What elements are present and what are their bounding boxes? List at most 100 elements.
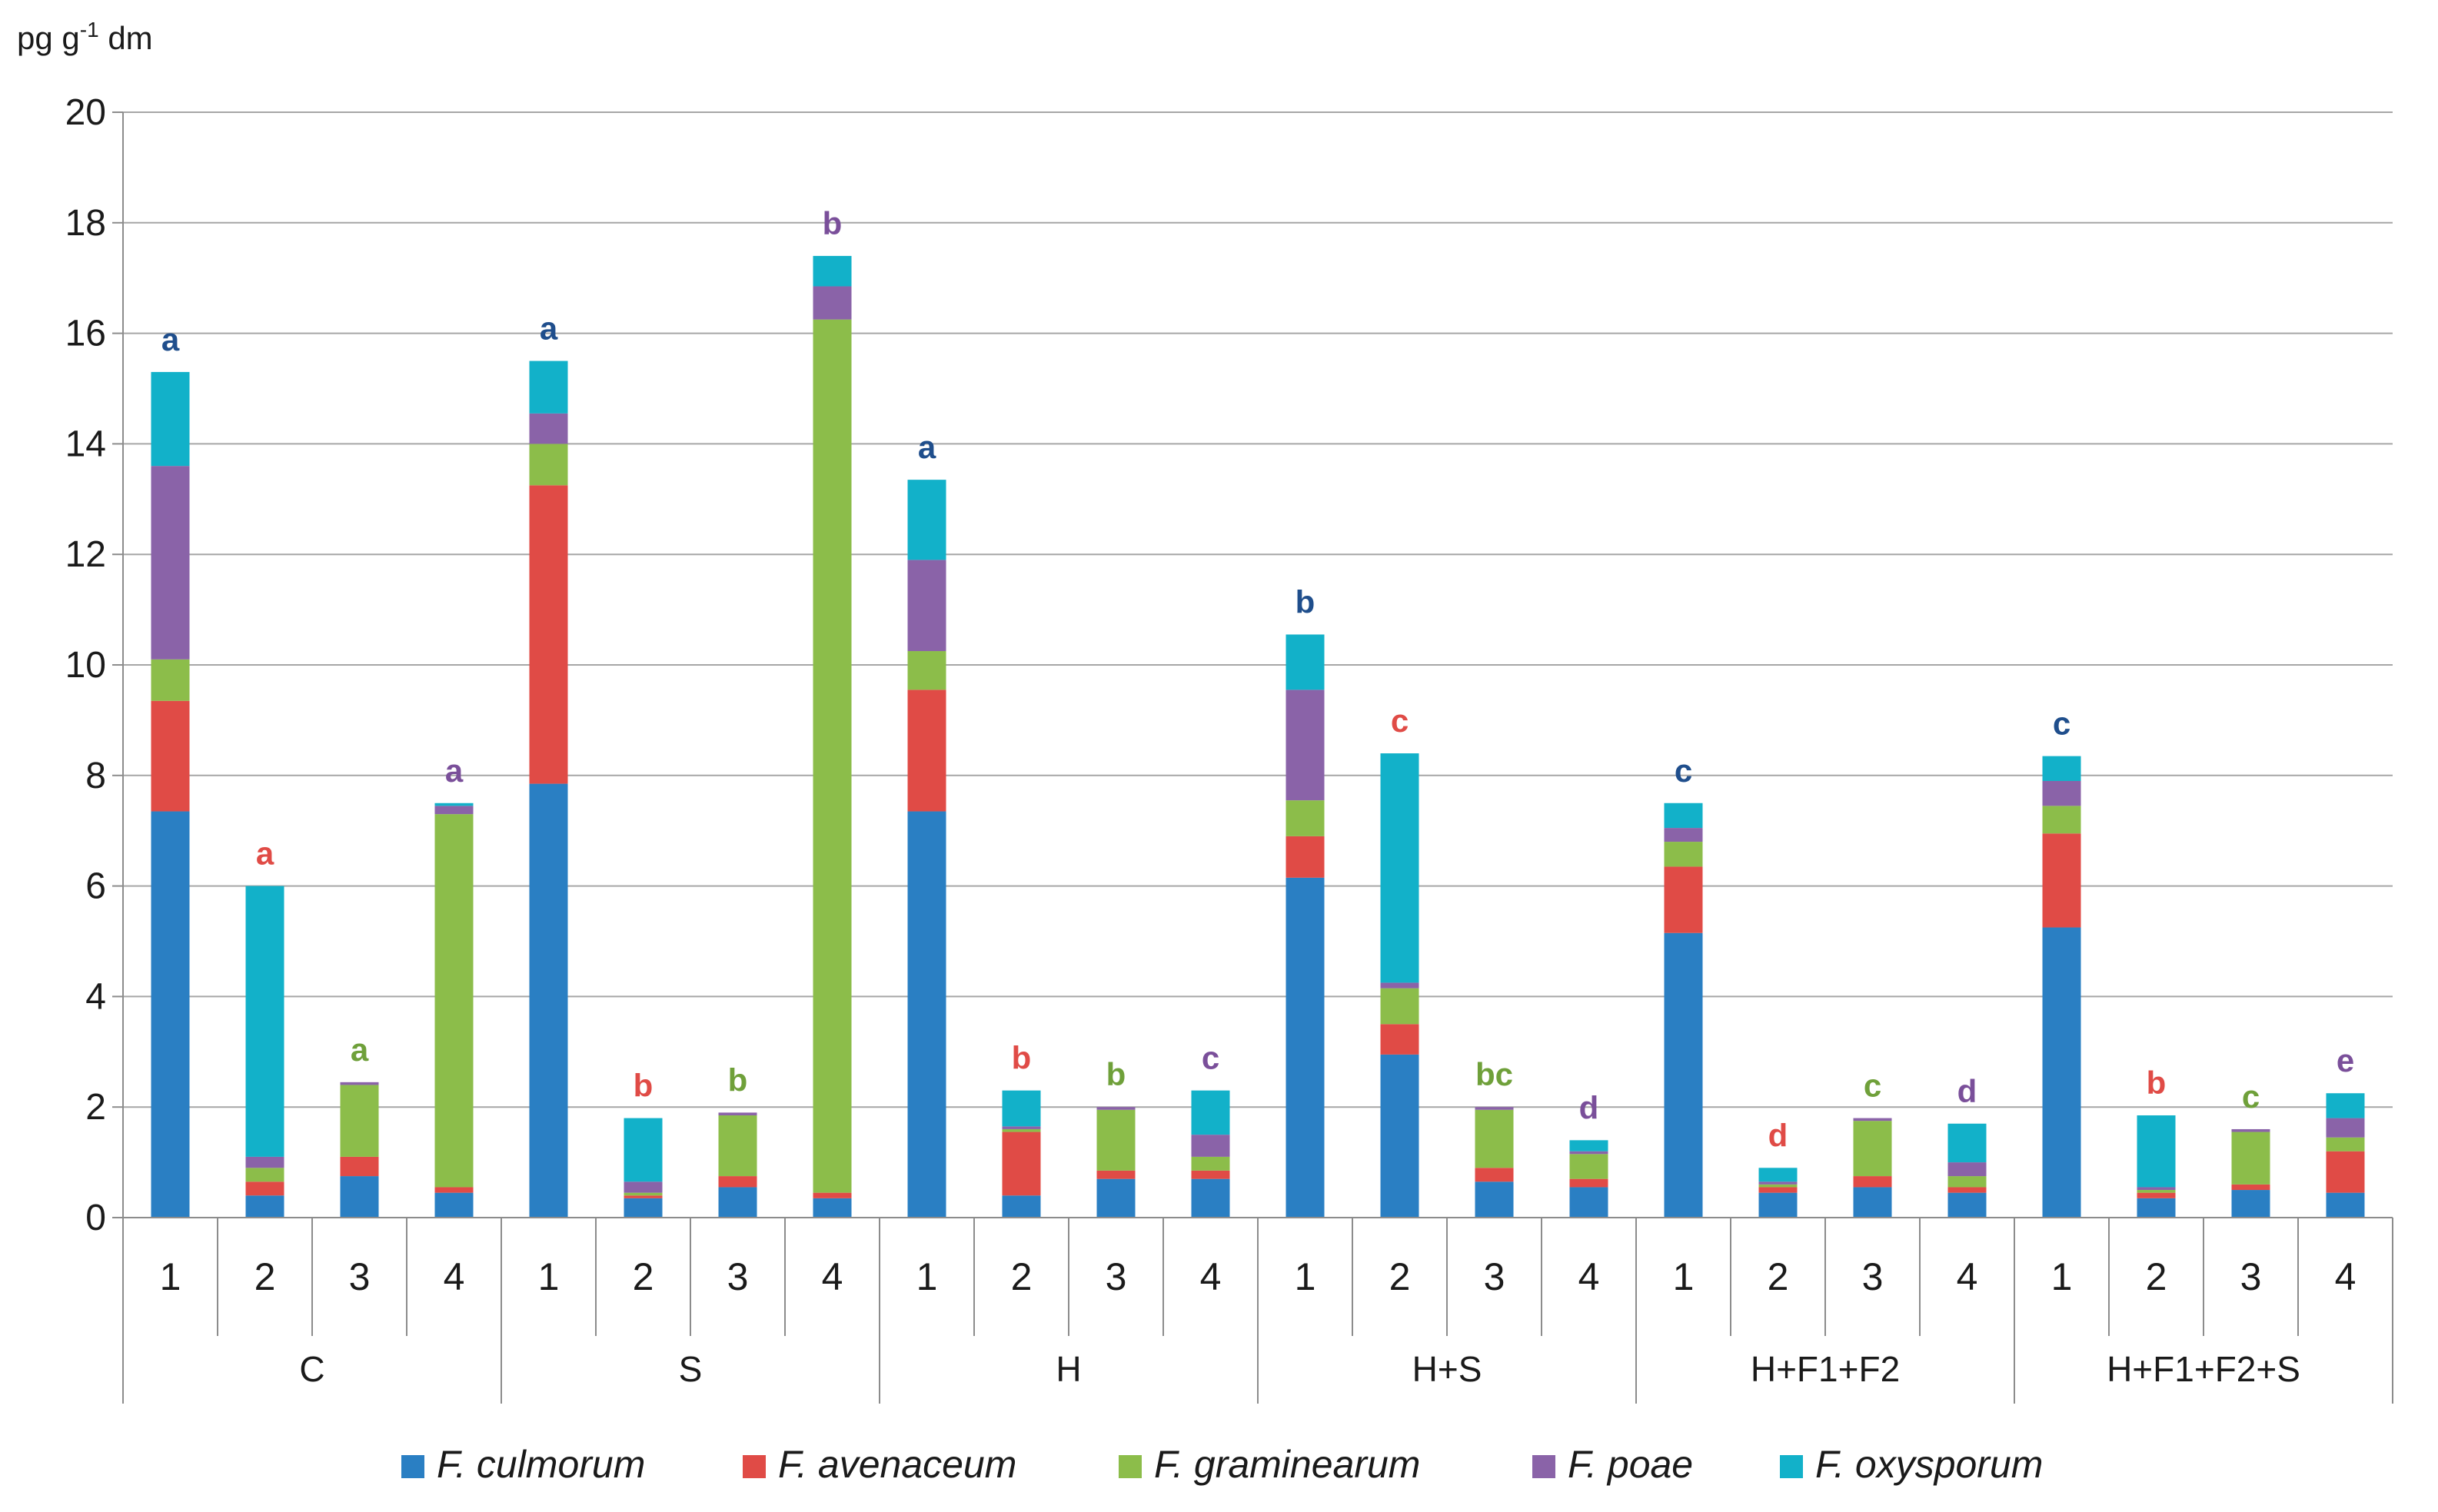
bar-segment <box>1002 1128 1041 1132</box>
bar-segment <box>245 886 284 1157</box>
y-tick-label: 14 <box>65 424 106 464</box>
y-axis-unit-label: pg g-1 dm <box>17 18 153 56</box>
bar-segment <box>1947 1162 1987 1177</box>
legend: F. culmorum F. avenaceum F. graminearum F. … <box>401 1443 2043 1486</box>
bar-segment <box>624 1181 663 1193</box>
bar-segment <box>2231 1128 2270 1132</box>
bar-segment <box>1191 1178 1230 1218</box>
bar-segment <box>624 1118 663 1182</box>
bar-segment <box>1758 1192 1798 1218</box>
bar-segment <box>434 814 474 1188</box>
group-label: S <box>679 1349 703 1389</box>
category-label: 2 <box>1768 1255 1789 1298</box>
bar-segment <box>1380 988 1419 1025</box>
bar-segment <box>151 659 190 701</box>
bar-segment <box>907 811 946 1218</box>
bar-segment <box>2042 780 2081 806</box>
bar-segment <box>1286 800 1325 836</box>
bar-segment <box>1947 1192 1987 1218</box>
bar-segment <box>1664 932 1703 1218</box>
bar-segment <box>1947 1187 1987 1193</box>
bar-segment <box>624 1198 663 1218</box>
bar-segment <box>1853 1121 1892 1177</box>
bar-segment <box>1664 842 1703 867</box>
bar-segment <box>529 485 568 784</box>
significance-letter: d <box>1957 1073 1977 1109</box>
legend-label: F. graminearum <box>1154 1443 1420 1486</box>
significance-letter: b <box>823 205 843 241</box>
bar-segment <box>2231 1190 2270 1218</box>
bar-segment <box>2137 1192 2176 1198</box>
category-label: 4 <box>1578 1255 1600 1298</box>
category-label: 1 <box>1295 1255 1316 1298</box>
bar-segment <box>529 444 568 486</box>
group-label: H <box>1056 1349 1081 1389</box>
legend-label: F. oxysporum <box>1815 1443 2043 1486</box>
bar-segment <box>1569 1151 1608 1155</box>
legend-swatch <box>401 1455 424 1478</box>
bar-segment <box>1853 1118 1892 1122</box>
bar-segment <box>1002 1090 1041 1127</box>
category-label: 2 <box>1011 1255 1033 1298</box>
bar-segment <box>340 1156 379 1177</box>
category-label: 4 <box>1200 1255 1222 1298</box>
bar-segment <box>1475 1181 1514 1218</box>
significance-letter: b <box>728 1062 748 1098</box>
bar-segment <box>1191 1170 1230 1179</box>
bar-segment <box>907 651 946 690</box>
bar-segment <box>718 1115 757 1177</box>
legend-label: F. avenaceum <box>778 1443 1016 1486</box>
bar-segment <box>1664 828 1703 842</box>
bar-segment <box>1947 1123 1987 1163</box>
category-label: 2 <box>2146 1255 2167 1298</box>
bar-segment <box>151 811 190 1218</box>
category-label: 1 <box>538 1255 560 1298</box>
bar-segment <box>1664 803 1703 829</box>
bar-segment <box>718 1176 757 1188</box>
bar-segment <box>1664 866 1703 933</box>
bars <box>151 255 2365 1218</box>
bar-segment <box>1002 1195 1041 1218</box>
legend-label: F. poae <box>1568 1443 1693 1486</box>
bar-segment <box>529 783 568 1218</box>
bar-segment <box>245 1195 284 1218</box>
group-label: H+S <box>1412 1349 1482 1389</box>
bar-segment <box>2326 1192 2365 1218</box>
y-tick-label: 2 <box>85 1087 106 1128</box>
bar-segment <box>340 1176 379 1218</box>
bar-segment <box>529 413 568 444</box>
y-tick-label: 12 <box>65 534 106 575</box>
category-label: 3 <box>727 1255 749 1298</box>
bar-segment <box>245 1156 284 1168</box>
bar-segment <box>1380 982 1419 989</box>
significance-letter: a <box>256 836 274 872</box>
bar-segment <box>1002 1132 1041 1196</box>
bar-segment <box>718 1187 757 1218</box>
significance-letter: c <box>1391 703 1409 739</box>
bar-segment <box>1286 877 1325 1218</box>
bar-segment <box>2231 1132 2270 1185</box>
bar-segment <box>2231 1184 2270 1191</box>
significance-letter: a <box>540 311 558 347</box>
significance-letter: d <box>1579 1089 1599 1125</box>
bar-segment <box>907 560 946 652</box>
bar-segment <box>2137 1190 2176 1193</box>
y-axis-ticks: 0 2 4 6 8 10 12 14 16 18 20 <box>65 92 106 1238</box>
bar-segment <box>1380 1054 1419 1218</box>
bar-segment <box>907 690 946 812</box>
bar-segment <box>1947 1176 1987 1188</box>
bar-segment <box>529 361 568 414</box>
category-label: 3 <box>2240 1255 2262 1298</box>
bar-segment <box>434 806 474 815</box>
bar-segment <box>813 1198 852 1218</box>
significance-letter: c <box>1864 1068 1881 1104</box>
category-label: 2 <box>633 1255 654 1298</box>
bar-segment <box>1569 1187 1608 1218</box>
group-label: C <box>299 1349 324 1389</box>
bar-segment <box>2326 1151 2365 1193</box>
y-tick-label: 16 <box>65 314 106 354</box>
category-axis: 1 2 3 4 C 1 2 3 4 S 1 2 3 4 H 1 2 3 4 H+S 1 2 3 4 H+F1+F2 1 2 3 4 H+F… <box>122 1217 2393 1404</box>
bar-segment <box>1096 1170 1136 1179</box>
